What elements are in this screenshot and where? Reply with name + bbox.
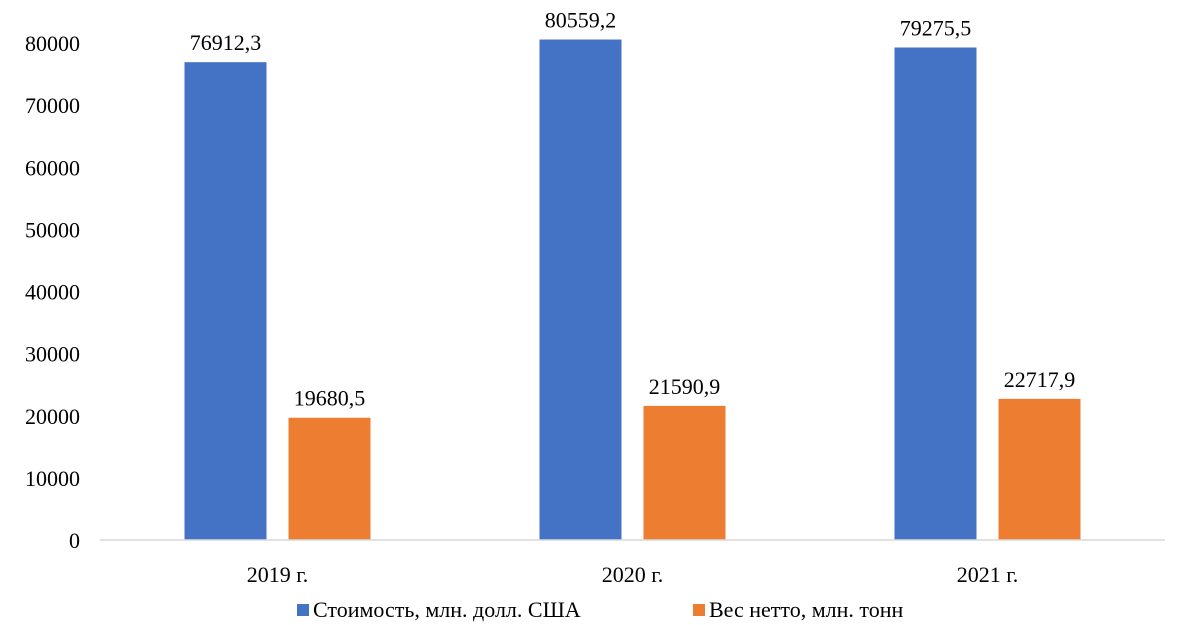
y-tick-label: 50000	[25, 217, 80, 242]
y-tick-label: 20000	[25, 404, 80, 429]
legend-swatch	[297, 604, 309, 616]
y-tick-label: 60000	[25, 155, 80, 180]
bar-value-1	[539, 39, 622, 540]
x-tick-label: 2019 г.	[247, 562, 309, 587]
legend: Стоимость, млн. долл. США Вес нетто, млн.…	[297, 597, 903, 622]
x-tick-label: 2020 г.	[602, 562, 664, 587]
x-tick-label: 2021 г.	[957, 562, 1019, 587]
data-label: 19680,5	[294, 386, 366, 411]
data-label: 21590,9	[649, 374, 721, 399]
y-tick-label: 40000	[25, 280, 80, 305]
data-label: 79275,5	[900, 16, 972, 41]
data-labels: 76912,3 19680,5 80559,2 21590,9 79275,5 22717…	[190, 8, 1076, 411]
data-label: 80559,2	[545, 8, 617, 33]
bar-weight-1	[643, 405, 726, 540]
legend-label: Вес нетто, млн. тонн	[709, 597, 903, 622]
bar-value-0	[184, 62, 267, 540]
y-tick-label: 80000	[25, 31, 80, 56]
data-label: 22717,9	[1004, 367, 1076, 392]
legend-label: Стоимость, млн. долл. США	[313, 597, 581, 622]
bar-value-2	[894, 47, 977, 541]
bar-weight-2	[998, 398, 1081, 540]
legend-swatch	[693, 604, 705, 616]
x-axis-labels: 2019 г. 2020 г. 2021 г.	[247, 562, 1019, 587]
bar-weight-0	[288, 417, 371, 540]
data-label: 76912,3	[190, 30, 262, 55]
y-tick-label: 70000	[25, 93, 80, 118]
y-tick-label: 30000	[25, 342, 80, 367]
y-tick-label: 10000	[25, 466, 80, 491]
bars	[184, 39, 1081, 541]
y-axis-ticks: 0 10000 20000 30000 40000 50000 60000 70000 8000…	[25, 31, 80, 553]
y-tick-label: 0	[69, 528, 80, 553]
